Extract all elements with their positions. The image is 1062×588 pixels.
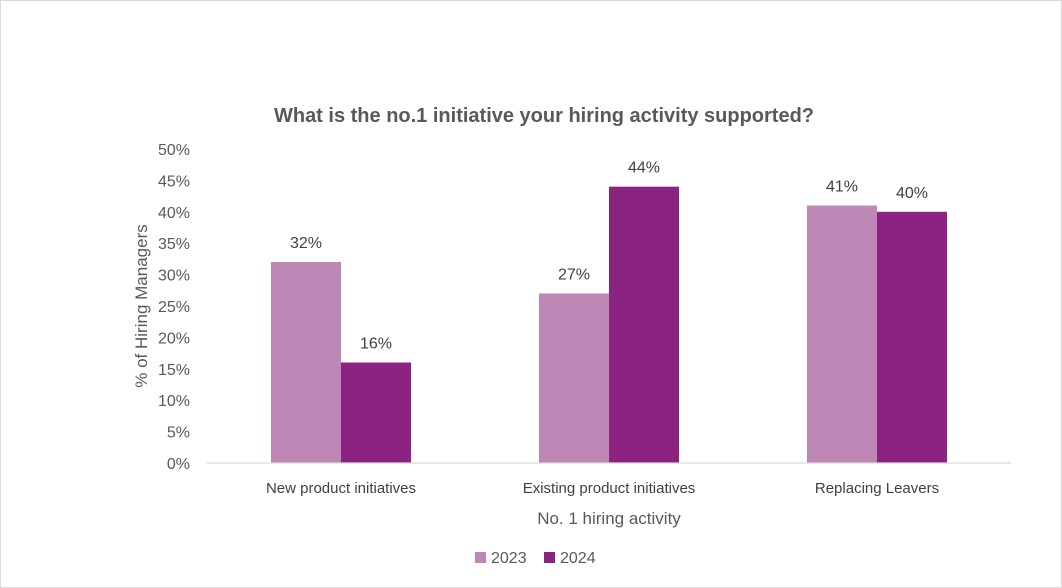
- y-tick-label: 30%: [158, 268, 190, 285]
- y-tick-label: 35%: [158, 236, 190, 253]
- data-label: 27%: [558, 266, 590, 283]
- data-label: 32%: [290, 235, 322, 252]
- x-category-label: Existing product initiatives: [523, 480, 696, 497]
- legend-swatch-2023: [475, 552, 486, 563]
- x-category-label: New product initiatives: [266, 480, 416, 497]
- y-tick-label: 40%: [158, 205, 190, 222]
- legend: 2023 2024: [475, 550, 596, 567]
- x-category-label: Replacing Leavers: [815, 480, 939, 497]
- y-tick-label: 45%: [158, 173, 190, 190]
- y-tick-label: 5%: [167, 425, 190, 442]
- y-tick-label: 0%: [167, 456, 190, 473]
- y-axis-title: % of Hiring Managers: [132, 224, 151, 387]
- bar-2023-3: [807, 205, 877, 463]
- bar-2023-2: [539, 293, 609, 463]
- data-label: 16%: [360, 336, 392, 353]
- legend-swatch-2024: [544, 552, 555, 563]
- bar-2024-2: [609, 186, 679, 463]
- data-label: 41%: [826, 179, 858, 196]
- legend-label: 2024: [560, 550, 596, 567]
- x-axis-categories: New product initiatives Existing product …: [266, 480, 939, 497]
- y-tick-label: 20%: [158, 330, 190, 347]
- bar-2024-1: [341, 362, 411, 463]
- y-tick-label: 10%: [158, 393, 190, 410]
- data-label: 44%: [628, 160, 660, 177]
- y-tick-label: 15%: [158, 362, 190, 379]
- bar-2023-1: [271, 262, 341, 463]
- data-label: 40%: [896, 185, 928, 202]
- y-axis-ticks: 0% 5% 10% 15% 20% 25% 30% 35% 40% 45% 50%: [158, 142, 190, 473]
- legend-label: 2023: [491, 550, 527, 567]
- x-axis-title: No. 1 hiring activity: [537, 509, 681, 528]
- y-tick-label: 50%: [158, 142, 190, 159]
- y-tick-label: 25%: [158, 299, 190, 316]
- chart-title: What is the no.1 initiative your hiring …: [274, 105, 814, 127]
- bar-2024-3: [877, 211, 947, 463]
- bars-group: 32% 16% 27% 44% 41% 40%: [271, 160, 947, 463]
